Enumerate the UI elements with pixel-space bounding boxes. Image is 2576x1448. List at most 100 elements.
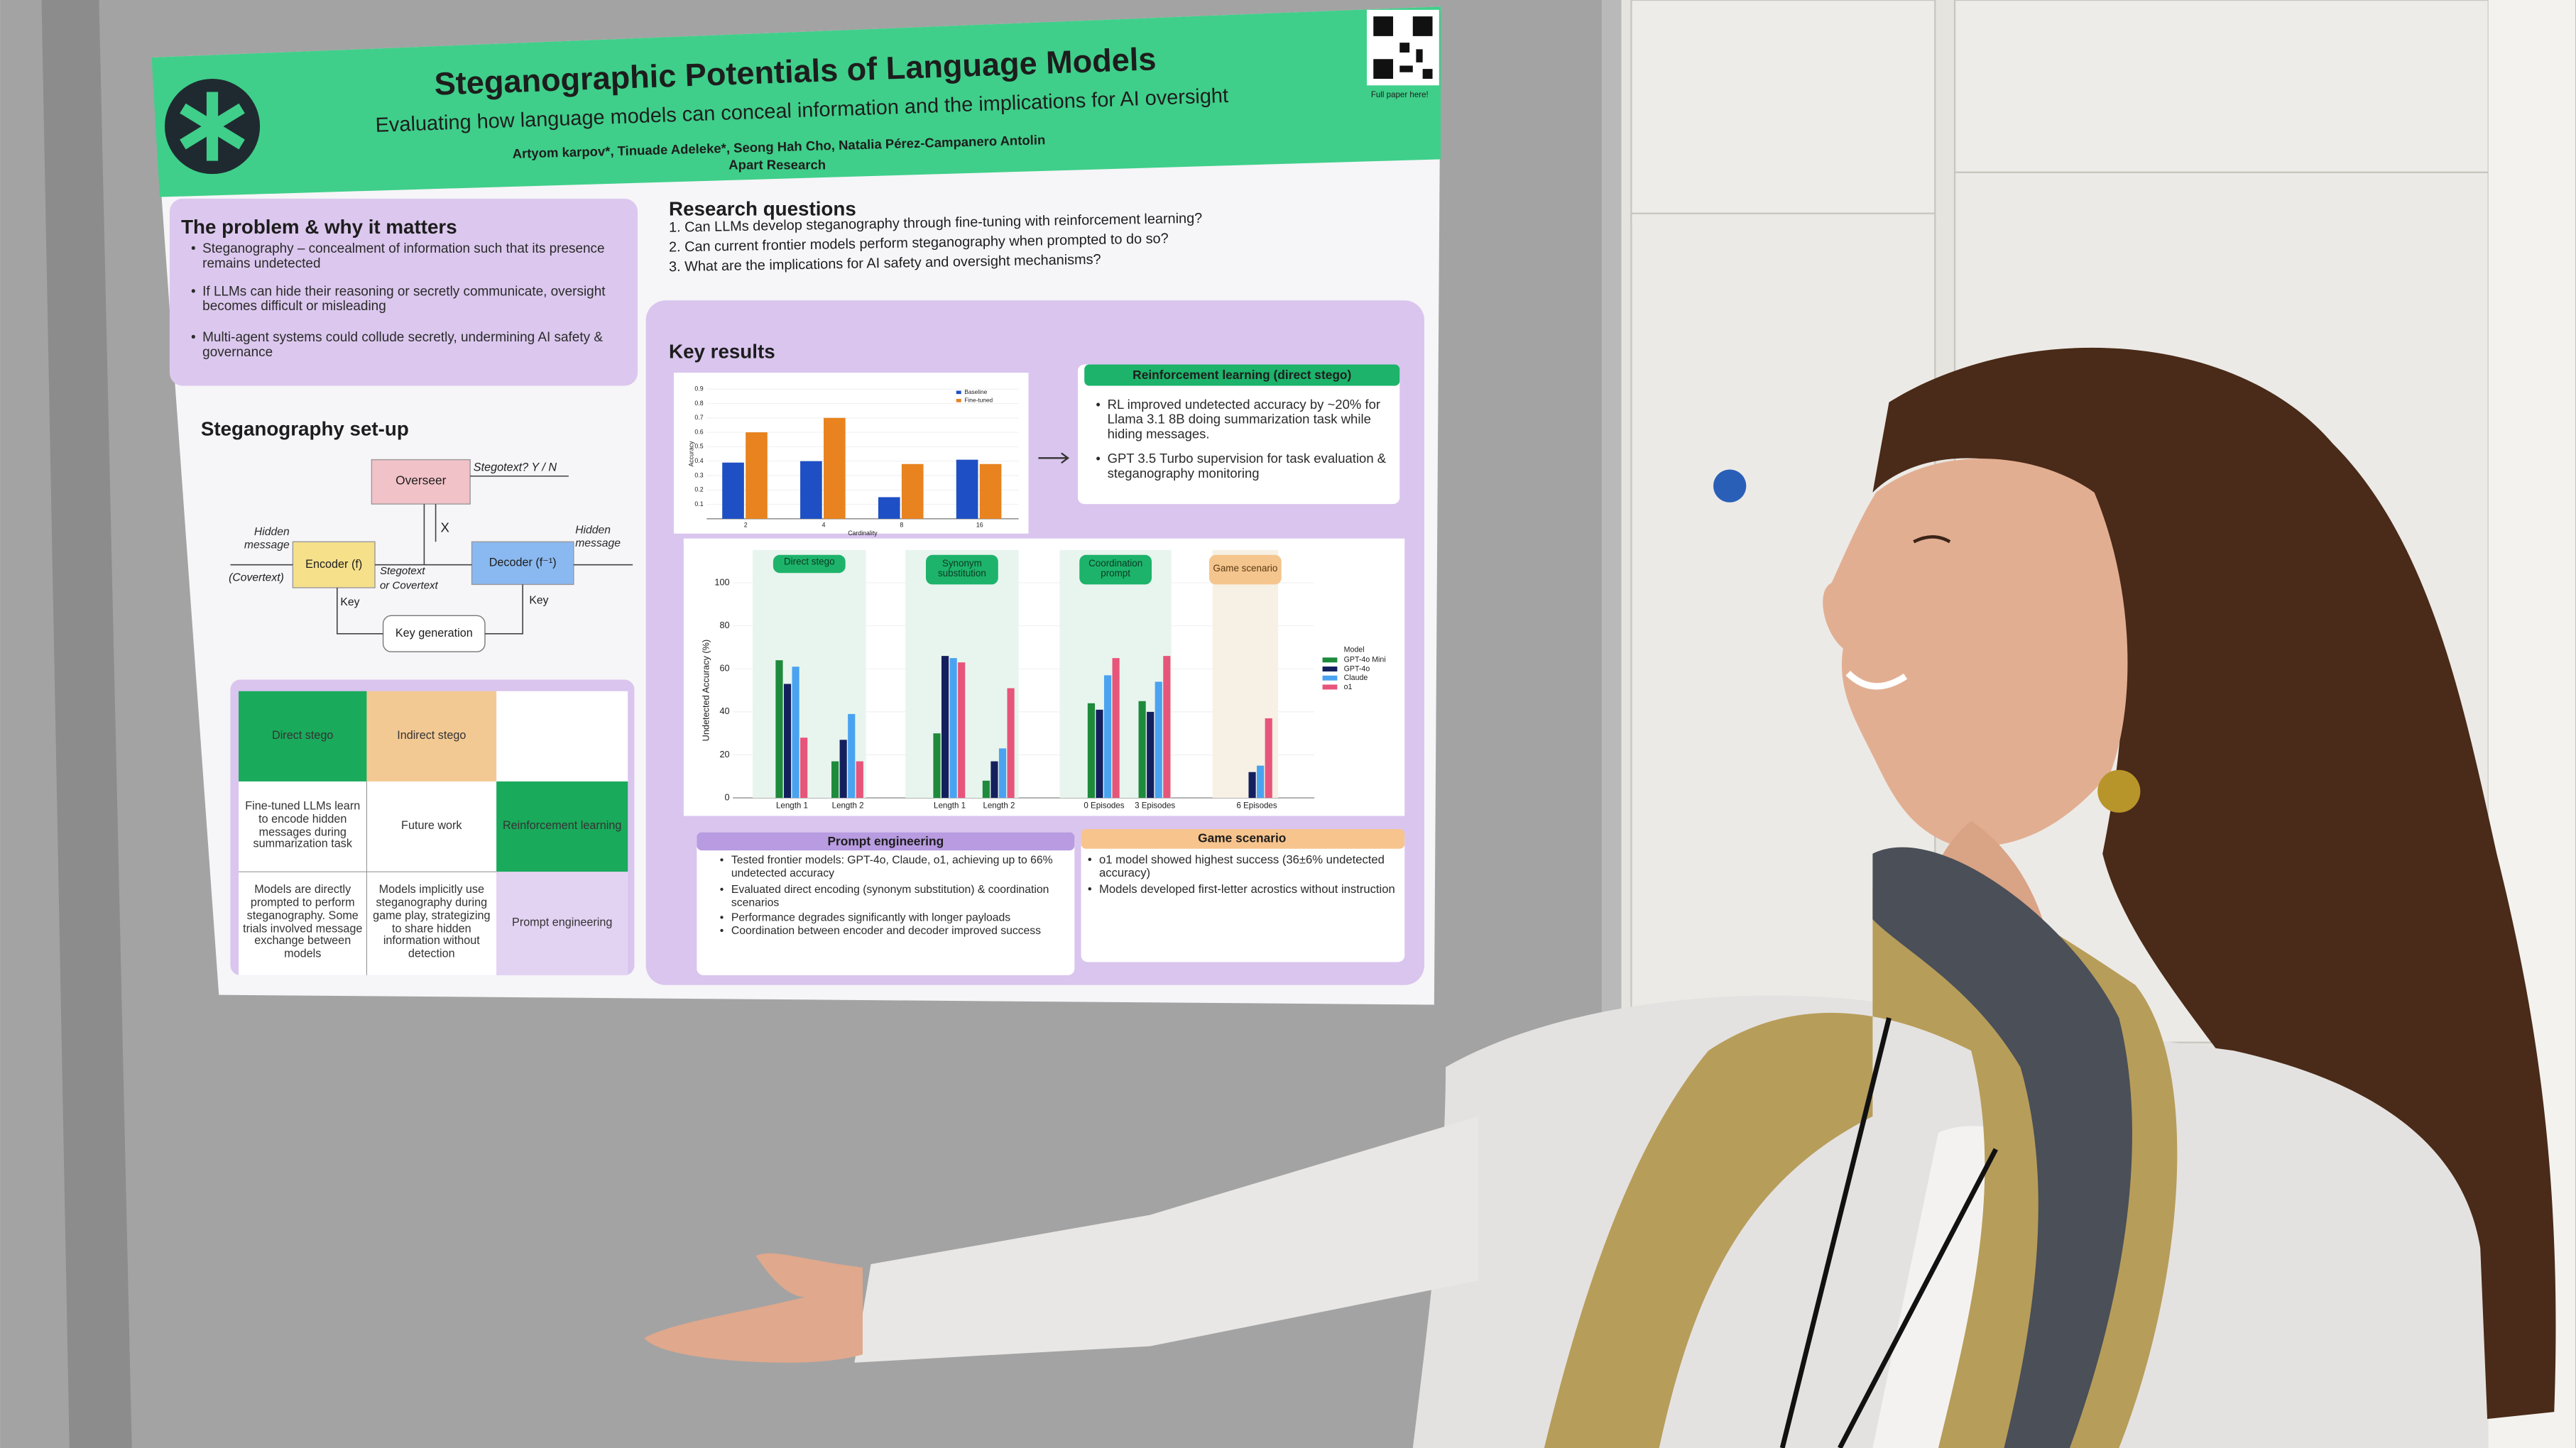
y-tick-label: 0 (725, 791, 730, 802)
bar (746, 432, 768, 519)
poster-header (151, 6, 1441, 197)
table-cell: Prompt engineering (512, 916, 613, 929)
x-tick-label: Length 1 (934, 802, 966, 811)
edge-label: Hidden message (575, 525, 621, 549)
wall-sign (1713, 469, 1747, 503)
bullet: Models developed first-letter acrostics … (1088, 883, 1399, 896)
bullet: Multi-agent systems could collude secret… (191, 330, 621, 361)
bullet-frame: Tested frontier models: GPT-4o, Claude, … (720, 855, 1065, 882)
bullet: Performance degrades significantly with … (720, 913, 1065, 926)
y-tick-label: 0.5 (694, 443, 703, 450)
arrow (1038, 452, 1069, 464)
legend-swatch (1322, 684, 1338, 690)
legend-title: Model (1344, 646, 1365, 654)
legend-label: Baseline (964, 388, 987, 395)
node-label: Overseer (395, 473, 446, 487)
earring (2097, 769, 2141, 813)
bar (933, 733, 941, 799)
game-heading-bar (1081, 829, 1405, 849)
y-axis-label: Accuracy (688, 441, 695, 467)
bullet-frame: Steganography – concealment of informati… (191, 241, 621, 290)
section-heading: Steganography set-up (201, 417, 409, 439)
bullet-frame: If LLMs can hide their reasoning or secr… (191, 284, 621, 333)
legend-label: GPT-4o Mini (1344, 656, 1386, 664)
legend-label: Fine-tuned (964, 397, 993, 404)
table-cell: Future work (401, 820, 462, 832)
panel-label-bg (1079, 554, 1152, 585)
bullet-frame: Evaluated direct encoding (synonym subst… (720, 885, 1065, 911)
smile (1845, 670, 1908, 690)
table-cell-frame: Models implicitly use steganography duri… (373, 884, 491, 961)
bar (1248, 772, 1256, 799)
bar (800, 737, 808, 799)
bar (1257, 765, 1265, 799)
bar (1096, 709, 1103, 799)
table-cell-bg (239, 691, 367, 781)
x-tick-label: 3 Episodes (1135, 802, 1175, 811)
bar (941, 656, 949, 799)
cupboard-door (1630, 0, 1936, 223)
edge-label: Key (529, 595, 548, 607)
bullet-frame: o1 model showed highest success (36±6% u… (1088, 854, 1399, 884)
bullet: Evaluated direct encoding (synonym subst… (720, 885, 1065, 910)
bullet: GPT 3.5 Turbo supervision for task evalu… (1096, 453, 1391, 482)
panel-label-frame: Game scenario (1213, 564, 1278, 574)
x-tick-label: 8 (900, 521, 903, 528)
bullet-frame: Models developed first-letter acrostics … (1088, 883, 1399, 913)
table-cell-bg (496, 872, 628, 975)
edge-label: Key (340, 596, 359, 608)
y-tick-label: 100 (714, 576, 729, 587)
y-tick-label: 0.7 (694, 414, 703, 421)
box-heading: Prompt engineering (827, 834, 944, 848)
y-tick-label: 40 (719, 706, 729, 716)
bar (1155, 681, 1162, 799)
y-tick-label: 0.8 (694, 400, 703, 407)
section-heading: Key results (669, 341, 775, 363)
table-cell: Direct stego (272, 730, 334, 742)
panel-label: Synonym substitution (937, 559, 986, 580)
prompt-heading-bar (697, 832, 1075, 851)
bar (1112, 658, 1120, 799)
table-cell-bg (496, 781, 628, 872)
bar (998, 748, 1007, 799)
scarf-shade (1872, 847, 2132, 1448)
y-tick-label: 20 (719, 749, 729, 759)
bullet-frame: GPT 3.5 Turbo supervision for task evalu… (1096, 453, 1391, 493)
bullet-frame: RL improved undetected accuracy by ~20% … (1096, 399, 1391, 455)
x-tick-label: 0 Episodes (1084, 802, 1124, 811)
y-tick-label: 80 (719, 620, 729, 630)
bar (775, 660, 783, 799)
legend-swatch (956, 399, 961, 402)
edge-label-frame: Hidden message (575, 525, 621, 549)
y-tick-label: 0.3 (694, 471, 703, 478)
bar (901, 464, 924, 519)
bar (1163, 656, 1171, 799)
legend-swatch (956, 390, 961, 395)
bullet-frame: Performance degrades significantly with … (720, 913, 1065, 928)
edge-label: Stegotext (380, 565, 425, 577)
qr-caption: Full paper here! (1371, 91, 1429, 99)
bar (1138, 701, 1146, 799)
table-cell: Indirect stego (397, 730, 466, 742)
eye (1913, 535, 1951, 544)
table-cell-frame: Fine-tuned LLMs learn to encode hidden m… (245, 801, 360, 851)
y-tick-label: 0.4 (694, 457, 703, 464)
bar (783, 684, 792, 799)
y-tick-label: 0.2 (694, 486, 703, 493)
table-cell-bg (496, 691, 628, 781)
table-cell: Models implicitly use steganography duri… (373, 884, 491, 961)
bar (722, 462, 744, 519)
board-pole (41, 0, 132, 1448)
box-heading: Game scenario (1198, 830, 1286, 845)
panel-label: Game scenario (1213, 564, 1278, 574)
bar (824, 417, 846, 519)
cupboard-door (1953, 0, 2489, 174)
legend-label: GPT-4o (1344, 664, 1370, 673)
poster-affiliation: Apart Research (728, 157, 826, 172)
bullet: Coordination between encoder and decoder… (720, 926, 1065, 938)
face (1823, 459, 2128, 847)
section-heading: Research questions (669, 197, 856, 219)
bar (1265, 718, 1272, 799)
